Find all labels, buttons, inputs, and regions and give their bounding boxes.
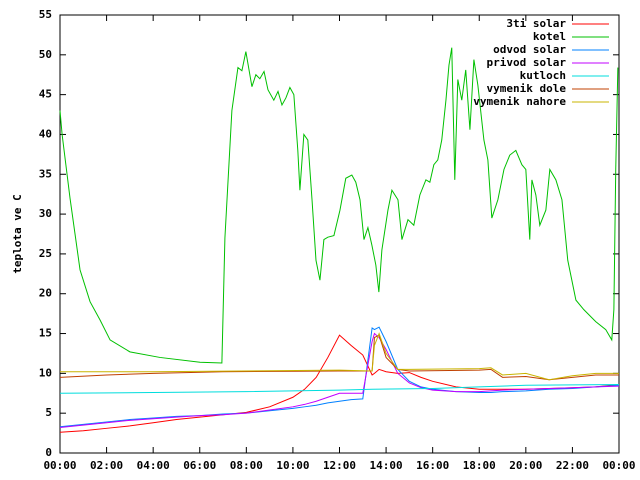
legend-label: privod solar — [487, 56, 567, 69]
legend-label: odvod solar — [493, 43, 566, 56]
y-tick-label: 45 — [39, 88, 52, 101]
legend-label: vymenik dole — [487, 82, 567, 95]
x-tick-label: 18:00 — [463, 459, 496, 472]
y-tick-label: 50 — [39, 48, 52, 61]
legend-label: kutloch — [520, 69, 566, 82]
series-line — [59, 334, 619, 381]
y-tick-label: 25 — [39, 247, 52, 260]
series-line — [59, 384, 620, 394]
series-line — [59, 47, 619, 364]
y-tick-label: 55 — [39, 8, 52, 21]
y-tick-label: 15 — [39, 327, 52, 340]
x-tick-label: 08:00 — [230, 459, 263, 472]
y-tick-label: 40 — [39, 127, 52, 140]
x-tick-label: 00:00 — [602, 459, 635, 472]
y-tick-label: 30 — [39, 207, 52, 220]
series-line — [59, 326, 620, 428]
y-tick-label: 10 — [39, 366, 52, 379]
x-tick-label: 20:00 — [509, 459, 542, 472]
y-axis-label: teplota ve C — [11, 194, 24, 273]
series-line — [60, 332, 619, 381]
x-tick-label: 04:00 — [137, 459, 170, 472]
x-tick-label: 12:00 — [323, 459, 356, 472]
x-tick-label: 00:00 — [43, 459, 76, 472]
y-tick-label: 20 — [39, 287, 52, 300]
legend-label: kotel — [533, 30, 566, 43]
series-line — [59, 332, 620, 429]
series-line — [59, 334, 620, 433]
x-tick-label: 02:00 — [90, 459, 123, 472]
y-tick-label: 35 — [39, 167, 52, 180]
y-tick-label: 5 — [45, 406, 52, 419]
y-tick-label: 0 — [45, 446, 52, 459]
x-tick-label: 14:00 — [370, 459, 403, 472]
x-tick-label: 16:00 — [416, 459, 449, 472]
legend-label: 3ti solar — [506, 17, 566, 30]
legend-label: vymenik nahore — [473, 95, 566, 108]
x-tick-label: 06:00 — [183, 459, 216, 472]
x-tick-label: 10:00 — [276, 459, 309, 472]
x-tick-label: 22:00 — [556, 459, 589, 472]
